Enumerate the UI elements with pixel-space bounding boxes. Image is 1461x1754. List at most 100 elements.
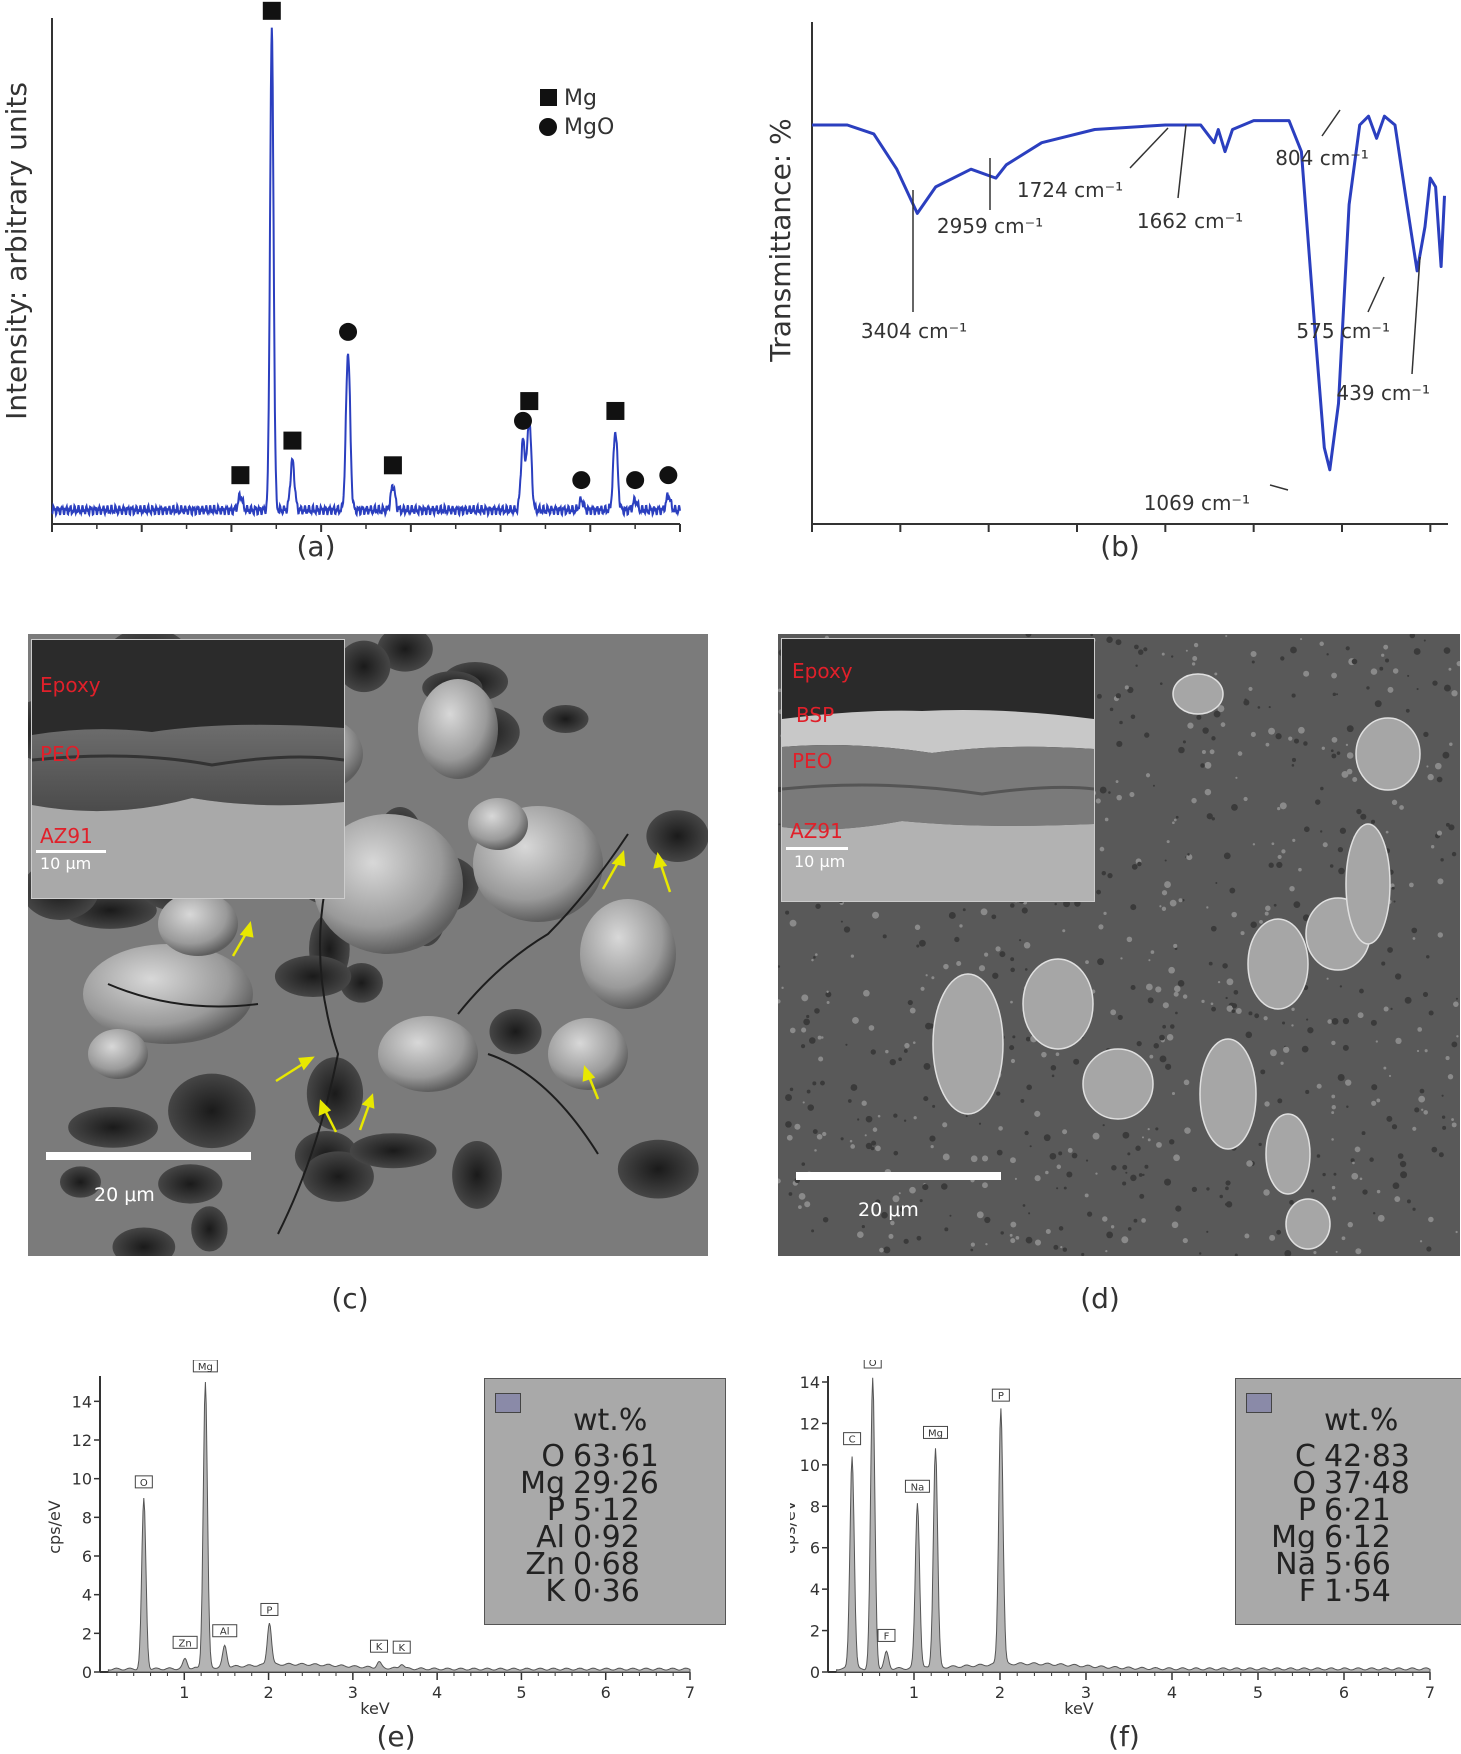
surface-grain <box>1331 1105 1336 1110</box>
x-tick-label: 6 <box>1339 1683 1349 1702</box>
surface-grain <box>1153 1043 1159 1049</box>
surface-grain <box>1169 1139 1175 1145</box>
surface-grain <box>1147 997 1154 1004</box>
scale-bar-d <box>796 1172 1001 1180</box>
surface-grain <box>852 1016 859 1024</box>
mg-peak-marker <box>520 392 539 411</box>
surface-grain <box>1225 1186 1229 1191</box>
surface-grain <box>1383 644 1389 650</box>
surface-grain <box>789 1087 794 1092</box>
xrd-panel: 10203040506070802θ: °Intensity: arbitrar… <box>0 0 700 587</box>
surface-grain <box>1110 1009 1117 1016</box>
surface-grain <box>1381 961 1386 966</box>
surface-grain <box>798 1192 806 1200</box>
surface-grain <box>1319 641 1324 647</box>
peak-annotation: 2959 cm⁻¹ <box>937 214 1043 238</box>
deposited-particle <box>1172 673 1224 715</box>
peak-label-box <box>877 1628 896 1642</box>
surface-grain <box>879 1247 884 1253</box>
surface-grain <box>1383 1066 1387 1070</box>
surface-grain <box>1125 1171 1128 1174</box>
ftir-spectrum-line <box>812 114 1446 472</box>
surface-grain <box>1161 652 1165 656</box>
surface-grain <box>822 1216 829 1223</box>
surface-grain <box>1327 1019 1332 1024</box>
surface-grain <box>1209 749 1215 755</box>
surface-grain <box>916 944 920 948</box>
surface-grain <box>865 1115 873 1123</box>
pore <box>340 962 383 1003</box>
surface-grain <box>1277 1098 1283 1104</box>
table-value: 0·92 <box>573 1520 640 1555</box>
x-tick-label: 6 <box>601 1683 611 1702</box>
surface-grain <box>1231 1003 1238 1009</box>
surface-grain <box>1346 725 1354 733</box>
surface-grain <box>1056 1164 1062 1170</box>
surface-grain <box>1371 1084 1378 1091</box>
surface-grain <box>980 908 988 916</box>
pore <box>158 1164 223 1204</box>
surface-grain <box>1127 686 1134 694</box>
pore <box>112 1227 176 1256</box>
surface-grain <box>1357 1012 1364 1019</box>
surface-grain <box>1124 685 1129 690</box>
surface-grain <box>1281 849 1286 854</box>
surface-grain <box>978 1122 982 1125</box>
surface-grain <box>850 1084 858 1091</box>
surface-grain <box>875 1145 881 1152</box>
peak-annotation: 439 cm⁻¹ <box>1336 381 1430 405</box>
surface-grain <box>1206 813 1213 820</box>
scale-bar-c <box>46 1152 251 1160</box>
surface-grain <box>942 1153 950 1161</box>
table-header-e: wt.% <box>573 1403 648 1438</box>
x-tick-label: 10 <box>38 539 66 540</box>
surface-grain <box>1058 1226 1064 1231</box>
surface-grain <box>1337 1074 1345 1081</box>
inset-label-az91-c: AZ91 <box>40 824 93 848</box>
surface-grain <box>1456 1035 1459 1038</box>
surface-grain <box>1346 768 1353 775</box>
surface-grain <box>1144 1164 1149 1169</box>
x-tick-label: 500 <box>1409 539 1451 540</box>
surface-grain <box>826 990 829 993</box>
surface-grain <box>1252 843 1256 846</box>
surface-grain <box>1150 950 1155 954</box>
surface-grain <box>1326 653 1329 656</box>
surface-grain <box>1331 1138 1334 1141</box>
surface-grain <box>1451 1122 1457 1128</box>
surface-grain <box>1342 1044 1349 1051</box>
surface-grain <box>962 908 966 912</box>
peak-label-box <box>923 1425 948 1439</box>
surface-grain <box>1102 1216 1108 1222</box>
mgo-peak-marker <box>626 471 645 490</box>
surface-grain <box>1073 1058 1080 1065</box>
surface-grain <box>907 999 913 1006</box>
surface-grain <box>1376 1098 1381 1103</box>
surface-grain <box>1015 1235 1020 1240</box>
surface-grain <box>1043 1134 1051 1142</box>
surface-grain <box>1443 647 1451 654</box>
x-tick-label: 3000 <box>961 539 1017 540</box>
surface-grain <box>1331 1111 1335 1115</box>
surface-grain <box>1270 1049 1277 1057</box>
surface-grain <box>1182 1237 1188 1244</box>
surface-grain <box>814 1149 817 1152</box>
surface-grain <box>1273 903 1277 907</box>
x-tick-label: 7 <box>1425 1683 1435 1702</box>
surface-grain <box>1360 813 1367 820</box>
peak-label-box <box>369 1639 388 1653</box>
surface-grain <box>903 1238 909 1244</box>
peak-label: O <box>140 1478 148 1489</box>
surface-grain <box>1352 1161 1355 1165</box>
surface-grain <box>1437 932 1443 938</box>
surface-grain <box>1393 900 1396 903</box>
surface-grain <box>1229 887 1236 894</box>
surface-grain <box>1159 1034 1165 1041</box>
y-axis-label: cps/eV <box>45 1500 64 1554</box>
table-header-f: wt.% <box>1324 1403 1399 1438</box>
surface-grain <box>1103 911 1107 915</box>
surface-grain <box>1271 842 1275 846</box>
surface-grain <box>1175 1011 1178 1015</box>
surface-grain <box>870 1146 875 1151</box>
